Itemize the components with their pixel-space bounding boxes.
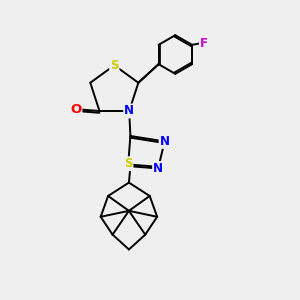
Text: F: F bbox=[200, 37, 208, 50]
Text: S: S bbox=[124, 157, 133, 170]
Text: N: N bbox=[153, 162, 163, 175]
Text: N: N bbox=[124, 104, 134, 118]
Text: S: S bbox=[110, 59, 118, 72]
Text: O: O bbox=[70, 103, 81, 116]
Text: N: N bbox=[160, 135, 170, 148]
